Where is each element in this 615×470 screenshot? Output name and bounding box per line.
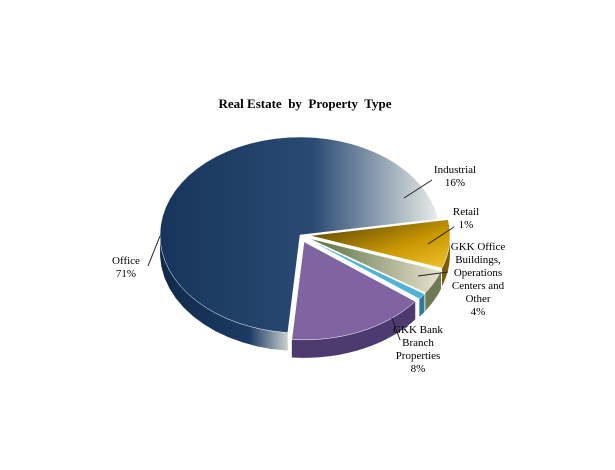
slice-label-line: Office: [112, 255, 140, 267]
pie-slice-industrial: [291, 241, 416, 341]
slice-label-line: 71%: [116, 268, 136, 280]
slice-label-gkk-office-buildings-operations-centers-and-other: GKK Office Buildings, Operations Centers an…: [451, 241, 506, 318]
pie-slice-gkk-bank-branch-properties: [309, 219, 451, 269]
leader-line-gkk-office-buildings-operations-centers-and-other: [417, 271, 449, 277]
slice-label-line: Retail: [453, 206, 479, 218]
slice-label-line: Other: [465, 293, 490, 305]
pie-slice-side-gkk-office-buildings-operations-centers-and-other: [425, 270, 441, 311]
pie-slice-office: [159, 136, 439, 333]
slice-label-office: Office 71%: [112, 255, 140, 280]
chart-title: Real Estate by Property Type: [219, 96, 392, 111]
pie-slice-gkk-office-buildings-operations-centers-and-other: [308, 238, 442, 294]
leader-line-industrial: [403, 179, 433, 199]
slice-label-line: 4%: [471, 306, 486, 318]
slice-label-line: Centers and: [452, 280, 505, 292]
pie-slice-side-gkk-bank-branch-properties: [442, 236, 450, 287]
slice-label-line: Branch: [402, 337, 434, 349]
pie-group: [159, 136, 451, 358]
slice-label-line: 1%: [459, 219, 474, 231]
slice-label-line: Buildings,: [455, 254, 501, 266]
label-group: Office 71%GKK Bank Branch Properties 8%GKK O…: [112, 164, 505, 375]
slice-label-line: Operations: [454, 267, 502, 279]
slice-label-line: GKK Office: [451, 241, 506, 253]
leader-line-office: [147, 235, 161, 267]
slice-label-line: Industrial: [434, 164, 476, 176]
slice-label-line: 16%: [445, 177, 465, 189]
pie-slice-side-office: [160, 238, 288, 351]
slice-label-line: GKK Bank: [393, 324, 443, 336]
slice-label-industrial: Industrial 16%: [434, 164, 476, 189]
leader-line-retail: [427, 226, 455, 245]
pie-slice-retail: [308, 239, 425, 300]
slice-label-line: 8%: [411, 363, 426, 375]
slice-label-gkk-bank-branch-properties: GKK Bank Branch Properties 8%: [393, 324, 443, 375]
pie-slice-side-industrial: [291, 301, 416, 358]
slice-label-line: Properties: [396, 350, 441, 362]
slice-label-retail: Retail 1%: [453, 206, 479, 231]
pie-slice-side-retail: [419, 293, 425, 317]
leader-line-gkk-bank-branch-properties: [391, 317, 401, 341]
